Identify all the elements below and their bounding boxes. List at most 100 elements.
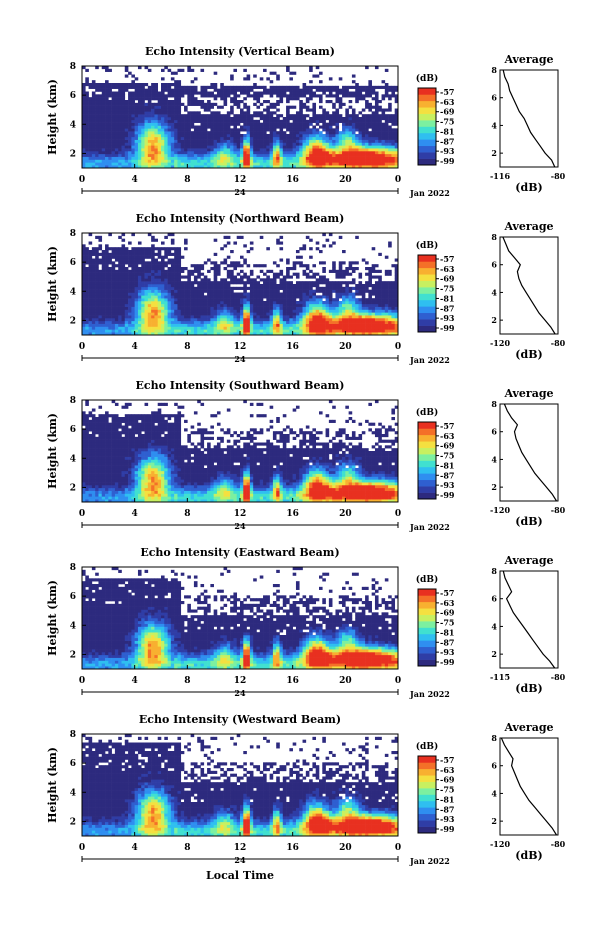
heatmap-cell: [108, 119, 112, 123]
heatmap-cell: [374, 105, 379, 109]
heatmap-cell: [226, 91, 231, 95]
heatmap-cell: [243, 88, 247, 92]
heatmap-cell: [365, 261, 369, 265]
heatmap-cell: [98, 114, 103, 118]
heatmap-cell: [197, 102, 201, 106]
heatmap-cell: [322, 301, 326, 305]
heatmap-cell: [223, 295, 228, 299]
heatmap-cell: [246, 295, 251, 299]
heatmap-cell: [207, 131, 211, 135]
heatmap-cell: [134, 105, 139, 109]
heatmap-cell: [177, 267, 182, 271]
heatmap-cell: [190, 117, 195, 121]
heatmap-cell: [108, 128, 112, 132]
heatmap-cell: [131, 295, 135, 299]
heatmap-cell: [128, 117, 132, 121]
heatmap-cell: [114, 83, 119, 87]
heatmap-cell: [279, 326, 284, 330]
heatmap-cell: [351, 142, 356, 146]
heatmap-cell: [91, 272, 96, 276]
heatmap-cell: [319, 323, 323, 327]
heatmap-cell: [305, 323, 310, 327]
heatmap-cell: [144, 332, 149, 336]
heatmap-cell: [184, 128, 188, 132]
heatmap-cell: [319, 100, 323, 104]
heatmap-cell: [230, 77, 234, 81]
heatmap-cell: [381, 114, 386, 118]
heatmap-cell: [197, 128, 201, 132]
heatmap-cell: [236, 281, 241, 285]
heatmap-cell: [305, 128, 310, 132]
heatmap-cell: [91, 292, 96, 296]
heatmap-cell: [121, 289, 126, 293]
heatmap-cell: [154, 303, 159, 307]
heatmap-cell: [111, 286, 116, 290]
heatmap-cell: [282, 162, 287, 166]
heatmap-cell: [388, 105, 392, 109]
heatmap-cell: [246, 156, 251, 160]
heatmap-cell: [335, 318, 340, 322]
heatmap-cell: [371, 306, 376, 310]
heatmap-cell: [272, 151, 277, 155]
heatmap-cell: [299, 131, 303, 135]
heatmap-cell: [121, 269, 126, 273]
heatmap-cell: [203, 108, 208, 112]
heatmap-cell: [193, 151, 198, 155]
heatmap-cell: [351, 125, 356, 129]
heatmap-cell: [187, 153, 191, 157]
heatmap-cell: [361, 258, 366, 262]
heatmap-cell: [167, 303, 172, 307]
heatmap-cell: [91, 318, 96, 322]
heatmap-cell: [95, 332, 99, 336]
heatmap-cell: [249, 320, 254, 324]
heatmap-cell: [381, 295, 386, 299]
heatmap-cell: [98, 298, 103, 302]
heatmap-cell: [118, 102, 122, 106]
heatmap-cell: [105, 91, 109, 95]
heatmap-cell: [335, 117, 340, 121]
heatmap-cell: [177, 119, 182, 123]
heatmap-cell: [328, 301, 333, 305]
heatmap-cell: [243, 125, 247, 129]
heatmap-cell: [309, 323, 313, 327]
heatmap-cell: [216, 145, 221, 149]
heatmap-cell: [147, 309, 152, 313]
heatmap-cell: [381, 303, 386, 307]
heatmap-cell: [141, 247, 145, 251]
heatmap-cell: [272, 85, 277, 89]
heatmap-cell: [184, 286, 188, 290]
heatmap-cell: [101, 122, 106, 126]
heatmap-cell: [144, 312, 149, 316]
heatmap-cell: [128, 306, 132, 310]
heatmap-cell: [305, 153, 310, 157]
heatmap-cell: [332, 286, 336, 290]
heatmap-cell: [269, 309, 274, 313]
heatmap-cell: [124, 134, 129, 138]
heatmap-cell: [164, 139, 168, 143]
heatmap-cell: [154, 323, 159, 327]
heatmap-cell: [177, 301, 182, 305]
heatmap-cell: [266, 247, 270, 251]
heatmap-cell: [128, 97, 132, 101]
heatmap-cell: [269, 151, 274, 155]
heatmap-cell: [177, 247, 182, 251]
heatmap-cell: [187, 159, 191, 163]
heatmap-cell: [279, 278, 284, 282]
heatmap-cell: [279, 162, 284, 166]
heatmap-cell: [358, 332, 363, 336]
heatmap-cell: [118, 156, 122, 160]
heatmap-cell: [141, 128, 145, 132]
heatmap-cell: [286, 153, 290, 157]
heatmap-cell: [203, 131, 208, 135]
heatmap-cell: [121, 97, 126, 101]
heatmap-cell: [272, 318, 277, 322]
heatmap-cell: [177, 275, 182, 279]
heatmap-cell: [292, 97, 297, 101]
heatmap-cell: [167, 233, 172, 237]
heatmap-cell: [272, 119, 277, 123]
heatmap-cell: [147, 85, 152, 89]
heatmap-cell: [88, 97, 93, 101]
heatmap-cell: [230, 88, 234, 92]
heatmap-cell: [82, 111, 86, 115]
heatmap-cell: [384, 332, 389, 336]
